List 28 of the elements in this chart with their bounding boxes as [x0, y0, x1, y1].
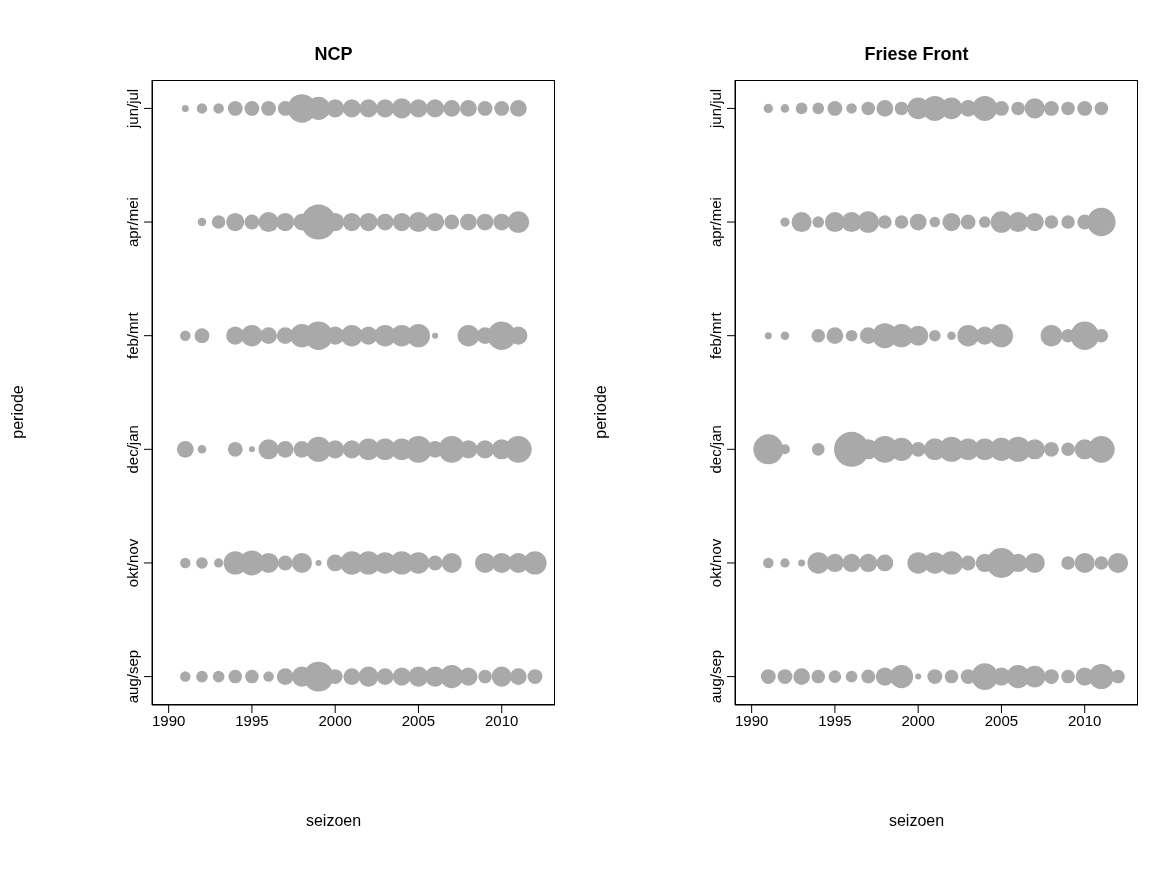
- x-tick-label: 2005: [401, 711, 436, 729]
- x-tick-label: 1995: [235, 711, 269, 729]
- x-tick-label: 2000: [901, 711, 935, 729]
- x-tick-label: 2010: [1068, 711, 1102, 729]
- y-tick-label: okt/nov: [707, 538, 724, 588]
- y-tick-label: jun/jul: [707, 88, 724, 130]
- chart-title: NCP: [313, 44, 354, 65]
- x-tick-label: 1990: [151, 711, 186, 729]
- y-tick-label: aug/sep: [124, 649, 141, 704]
- y-tick-label: aug/sep: [707, 649, 724, 704]
- x-axis-title: seizoen: [887, 812, 946, 830]
- y-axis-title: periode: [9, 385, 27, 439]
- y-tick-label: apr/mei: [124, 197, 141, 248]
- y-tick-label: dec/jan: [707, 425, 724, 474]
- y-tick-label: dec/jan: [124, 425, 141, 474]
- x-tick-label: 1990: [734, 711, 769, 729]
- y-tick-label: jun/jul: [124, 88, 141, 130]
- y-tick-label: feb/mrt: [124, 311, 141, 360]
- y-tick-label: okt/nov: [124, 538, 141, 588]
- y-tick-label: feb/mrt: [707, 311, 724, 360]
- x-tick-label: 1995: [818, 711, 852, 729]
- y-axis-title: periode: [592, 385, 610, 439]
- x-tick-label: 2010: [485, 711, 519, 729]
- x-tick-label: 2005: [984, 711, 1019, 729]
- x-axis-title: seizoen: [304, 812, 363, 830]
- x-tick-label: 2000: [318, 711, 352, 729]
- chart-title: Friese Front: [863, 44, 970, 65]
- y-tick-label: apr/mei: [707, 197, 724, 248]
